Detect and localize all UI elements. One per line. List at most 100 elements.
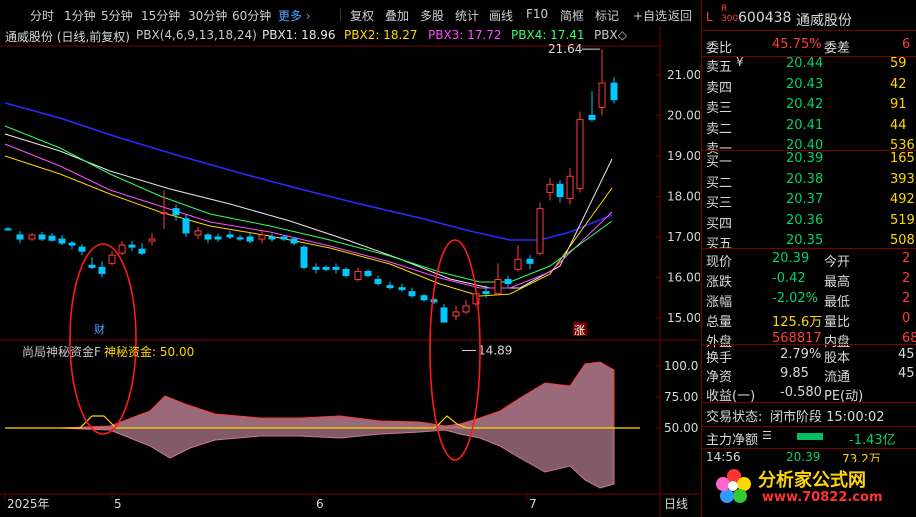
candle-body: [258, 234, 266, 240]
zhang-marker: 涨: [574, 324, 585, 337]
toolbar-item-1[interactable]: 1分钟: [64, 9, 96, 23]
stat-label-2: 涨幅: [706, 295, 733, 310]
buy-vol-1: 393: [890, 171, 915, 187]
panel-divider: [702, 426, 916, 427]
buy-label-3: 买四: [706, 216, 733, 232]
sell-vol-1: 42: [890, 76, 907, 92]
sell-price-2: 20.42: [786, 97, 824, 112]
toolbar-item-16[interactable]: 返回: [668, 9, 693, 23]
sell-label-4: 卖一: [706, 142, 733, 157]
candle-body: [354, 270, 362, 281]
stat2-value2-0: 45: [898, 347, 915, 362]
buy-price-0: 20.39: [786, 151, 824, 166]
stat2-label2-1: 流通: [824, 370, 851, 385]
stat-label-3: 总量: [706, 315, 733, 330]
stat-value2-3: 0: [902, 311, 911, 326]
toolbar-item-10[interactable]: 统计: [455, 9, 480, 23]
toolbar-item-15[interactable]: +自选: [633, 9, 668, 23]
toolbar-item-9[interactable]: 多股: [420, 9, 445, 23]
high-price-label: 21.64: [548, 42, 582, 56]
toolbar-item-11[interactable]: 画线: [489, 9, 514, 23]
buy-price-2: 20.37: [786, 192, 824, 207]
buy-vol-2: 492: [890, 192, 915, 207]
date-label: 2025年: [7, 497, 50, 511]
yen-icon: ¥: [736, 55, 744, 69]
toolbar-item-3[interactable]: 15分钟: [141, 9, 181, 23]
sub-indicator-name[interactable]: 尚局神秘资金F: [22, 345, 101, 359]
highlight-ellipse-left: [69, 243, 137, 435]
indicator-name[interactable]: PBX(4,6,9,13,18,24): [136, 28, 257, 42]
buy-price-3: 20.36: [786, 212, 824, 228]
pbx1-value: PBX1: 18.96: [262, 28, 336, 42]
chart-title: 通威股份 (日线,前复权): [5, 30, 130, 44]
kline-chart[interactable]: 21.00 20.00 19.00 18.00 17.00 16.00 15.00 21.64…: [0, 26, 700, 517]
toolbar-item-7[interactable]: 复权: [350, 9, 375, 23]
buy-label-0: 买一: [706, 155, 733, 170]
pbx1-line: [4, 133, 613, 289]
stat-value2-0: 2: [902, 251, 911, 266]
stat2-label-0: 换手: [706, 351, 733, 366]
candle-body: [514, 258, 522, 270]
stat-value-1: -0.42: [772, 271, 806, 286]
sell-price-1: 20.43: [786, 76, 824, 92]
stat2-label-2: 收益(一): [706, 389, 756, 404]
flow-menu-icon[interactable]: ☰: [762, 429, 772, 442]
candle-body: [280, 236, 288, 240]
candle-body: [246, 236, 254, 242]
toolbar-item-13[interactable]: 简框: [560, 9, 585, 23]
pbx-more[interactable]: PBX◇: [594, 28, 627, 42]
candle-body: [108, 254, 116, 264]
stat-label2-2: 最低: [824, 295, 851, 310]
toolbar-item-5[interactable]: 60分钟: [232, 9, 272, 23]
stat-value-2: -2.02%: [772, 291, 818, 306]
candle-body: [160, 212, 168, 215]
stat-value-0: 20.39: [772, 251, 810, 266]
weicha-label: 委差: [824, 41, 851, 56]
weibi-label: 委比: [706, 41, 733, 56]
sell-price-0: 20.44: [786, 56, 824, 71]
price-tick-label: 21.00: [667, 68, 700, 82]
candle-body: [494, 279, 502, 295]
stat-value-3: 125.6万: [772, 315, 823, 330]
candle-body: [462, 305, 470, 313]
logo-url: www.70822.com: [762, 490, 883, 505]
period-toolbar: 分时 1分钟 5分钟 15分钟 30分钟 60分钟 更多 › 复权 叠加 多股 统计 画线 F10 简框标…: [0, 4, 700, 26]
toolbar-item-4[interactable]: 30分钟: [188, 9, 228, 23]
buy-label-2: 买三: [706, 196, 733, 211]
buy-label-1: 买二: [706, 175, 733, 191]
sell-vol-2: 91: [890, 97, 907, 112]
stat2-value-2: -0.580: [780, 385, 822, 400]
site-logo: 分析家公式网 www.70822.com: [714, 462, 914, 510]
candle-body: [300, 246, 308, 268]
toolbar-item-0[interactable]: 分时: [30, 9, 55, 23]
candle-body: [68, 242, 76, 246]
stat-label-0: 现价: [706, 255, 733, 270]
date-label: 5: [114, 497, 122, 511]
candle-body: [420, 295, 428, 301]
buy-price-1: 20.38: [786, 171, 824, 187]
stat-label-1: 涨跌: [706, 275, 733, 290]
candle-body: [58, 238, 66, 244]
candle-body: [374, 279, 382, 285]
toolbar-item-6[interactable]: 更多 ›: [278, 9, 311, 23]
price-tick-label: 19.00: [667, 149, 700, 163]
candle-body: [48, 235, 56, 241]
sell-price-3: 20.41: [786, 117, 824, 133]
toolbar-item-2[interactable]: 5分钟: [101, 9, 133, 23]
sub-tick-label: 50.00: [664, 421, 698, 435]
candle-body: [430, 299, 438, 303]
pbx5-line: [4, 102, 613, 241]
toolbar-item-14[interactable]: 标记: [595, 9, 620, 23]
sell-label-2: 卖三: [706, 101, 733, 116]
sub-indicator-value: 神秘资金: 50.00: [104, 345, 195, 359]
toolbar-item-8[interactable]: 叠加: [385, 9, 410, 23]
toolbar-item-12[interactable]: F10: [526, 7, 549, 21]
date-label: 6: [316, 497, 324, 511]
sell-vol-4: 536: [890, 138, 915, 153]
stock-name: 通威股份: [796, 13, 852, 29]
candle-body: [148, 238, 156, 242]
trade-status-value: 闭市阶段 15:00:02: [770, 410, 885, 425]
candle-body: [128, 244, 136, 248]
date-label: 7: [529, 497, 537, 511]
candle-body: [88, 264, 96, 268]
